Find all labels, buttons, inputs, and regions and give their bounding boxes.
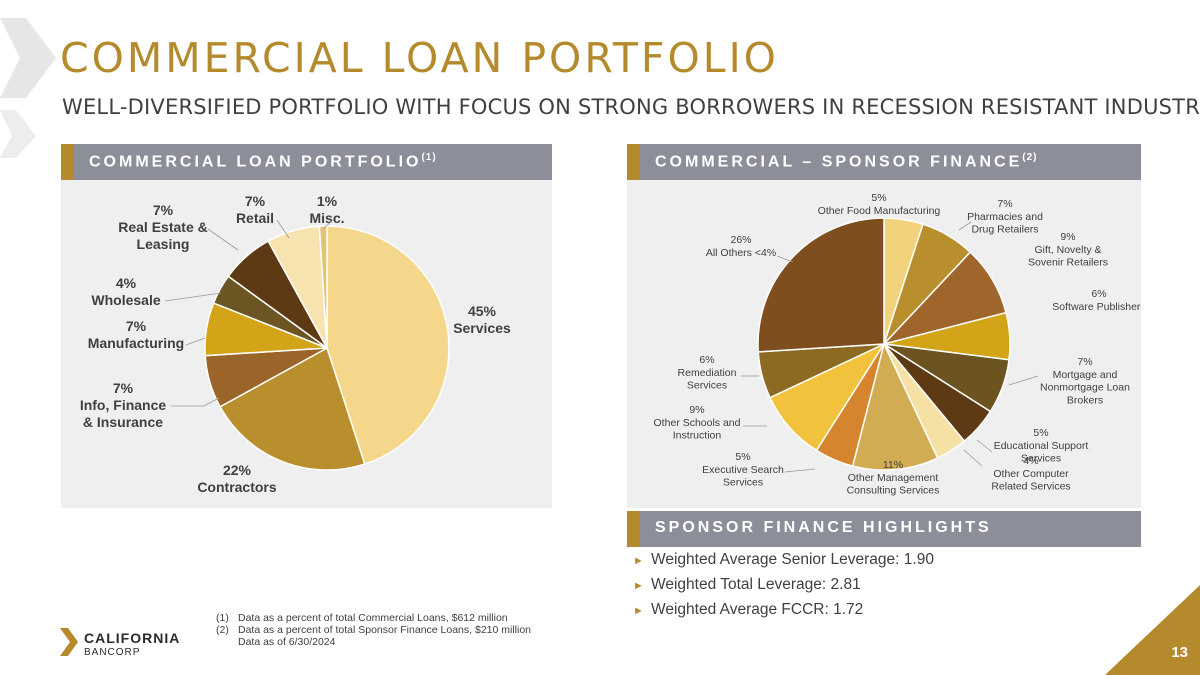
- chevron-decoration-icon: [0, 18, 56, 158]
- pie-slice-right-11: [757, 217, 885, 353]
- slice-label: 7% Manufacturing: [88, 318, 184, 351]
- footnote: (1) Data as a percent of total Commercial…: [216, 612, 508, 624]
- pie-slice-left-7: [318, 225, 328, 349]
- slice-label: 6% Software Publishers: [1052, 288, 1141, 313]
- slice-label: 7% Mortgage and Nonmortgage Loan Brokers: [1040, 356, 1130, 406]
- slice-label: 5% Other Food Manufacturing: [818, 192, 941, 217]
- slice-label: 9% Gift, Novelty & Sovenir Retailers: [1028, 231, 1108, 269]
- leader-line: [207, 228, 239, 251]
- slice-label: 1% Misc.: [309, 193, 344, 226]
- leader-line: [776, 255, 794, 263]
- panel-title: SPONSOR FINANCE HIGHLIGHTS: [655, 519, 992, 536]
- commercial-loan-pie-chart: 45% Services 22% Contractors 7% Info, Finance…: [80, 193, 511, 495]
- slice-label: 45% Services: [453, 303, 511, 336]
- leader-line: [976, 439, 993, 453]
- bullet-arrow-icon: ►: [633, 605, 644, 617]
- commercial-loan-chart-panel: 45% Services 22% Contractors 7% Info, Finance…: [61, 180, 552, 508]
- slice-label: 9% Other Schools and Instruction: [654, 404, 741, 442]
- leader-line: [323, 219, 334, 229]
- pie-slice-right-7: [851, 341, 939, 471]
- highlights-list: ► Weighted Average Senior Leverage: 1.90 …: [633, 551, 934, 626]
- corner-decoration: [1105, 585, 1200, 675]
- leader-line: [963, 449, 983, 467]
- leader-line: [164, 292, 222, 302]
- page-title: COMMERCIAL LOAN PORTFOLIO: [60, 34, 779, 82]
- highlight-item: ► Weighted Average FCCR: 1.72: [633, 601, 864, 618]
- bullet-arrow-icon: ►: [633, 555, 644, 567]
- slice-label: 4% Wholesale: [91, 275, 160, 308]
- leader-line: [784, 468, 816, 473]
- sponsor-finance-pie-chart: 5% Other Food Manufacturing 7% Pharmacies a…: [654, 192, 1146, 497]
- slice-label: 7% Pharmacies and Drug Retailers: [967, 198, 1043, 236]
- commercial-loan-portfolio-header: COMMERCIAL LOAN PORTFOLIO(1): [61, 144, 552, 180]
- footnotes: (1) Data as a percent of total Commercial…: [216, 612, 531, 648]
- page-number: 13: [1171, 644, 1188, 661]
- header-accent: [61, 144, 74, 180]
- header-accent: [627, 511, 640, 547]
- logo-sub: BANCORP: [84, 647, 141, 658]
- panel-title: COMMERCIAL – SPONSOR FINANCE(2): [655, 152, 1038, 171]
- header-accent: [627, 144, 640, 180]
- california-bancorp-logo: CALIFORNIA BANCORP: [60, 628, 179, 665]
- slice-label: 26% All Others <4%: [706, 234, 776, 259]
- footnote: Data as of 6/30/2024: [238, 636, 336, 648]
- slice-label: 7% Retail: [236, 193, 274, 226]
- slice-label: 7% Info, Finance & Insurance: [80, 380, 167, 430]
- footnote: (2) Data as a percent of total Sponsor Fi…: [216, 624, 532, 636]
- slice-label: 5% Executive Search Services: [702, 451, 784, 489]
- slice-label: 11% Other Management Consulting Services: [847, 459, 940, 497]
- page-subtitle: WELL-DIVERSIFIED PORTFOLIO WITH FOCUS ON…: [62, 95, 1200, 119]
- leader-line: [185, 337, 206, 346]
- sponsor-highlights-header: SPONSOR FINANCE HIGHLIGHTS: [627, 511, 1141, 547]
- sponsor-finance-chart-panel: 5% Other Food Manufacturing 7% Pharmacies a…: [627, 180, 1146, 508]
- leader-line: [276, 219, 290, 239]
- slice-label: 5% Educational Support Services: [994, 427, 1089, 465]
- slice-label: 7% Real Estate & Leasing: [118, 202, 207, 252]
- leader-line: [958, 221, 972, 231]
- highlight-item: ► Weighted Average Senior Leverage: 1.90: [633, 551, 934, 568]
- pie-slice-left-1: [219, 346, 366, 471]
- bullet-arrow-icon: ►: [633, 580, 644, 592]
- highlight-item: ► Weighted Total Leverage: 2.81: [633, 576, 861, 593]
- pie-slice-left-0: [326, 225, 450, 465]
- slice-label: 6% Remediation Services: [678, 354, 737, 392]
- slice-label: 22% Contractors: [197, 462, 277, 495]
- slice-label: 4% Other Computer Related Services: [991, 455, 1070, 493]
- leader-line: [1008, 375, 1039, 386]
- logo-chevron-icon: [60, 628, 78, 656]
- leader-line: [171, 397, 220, 407]
- sponsor-finance-header: COMMERCIAL – SPONSOR FINANCE(2): [627, 144, 1141, 180]
- panel-title: COMMERCIAL LOAN PORTFOLIO(1): [89, 152, 437, 171]
- logo-name: CALIFORNIA: [84, 630, 181, 646]
